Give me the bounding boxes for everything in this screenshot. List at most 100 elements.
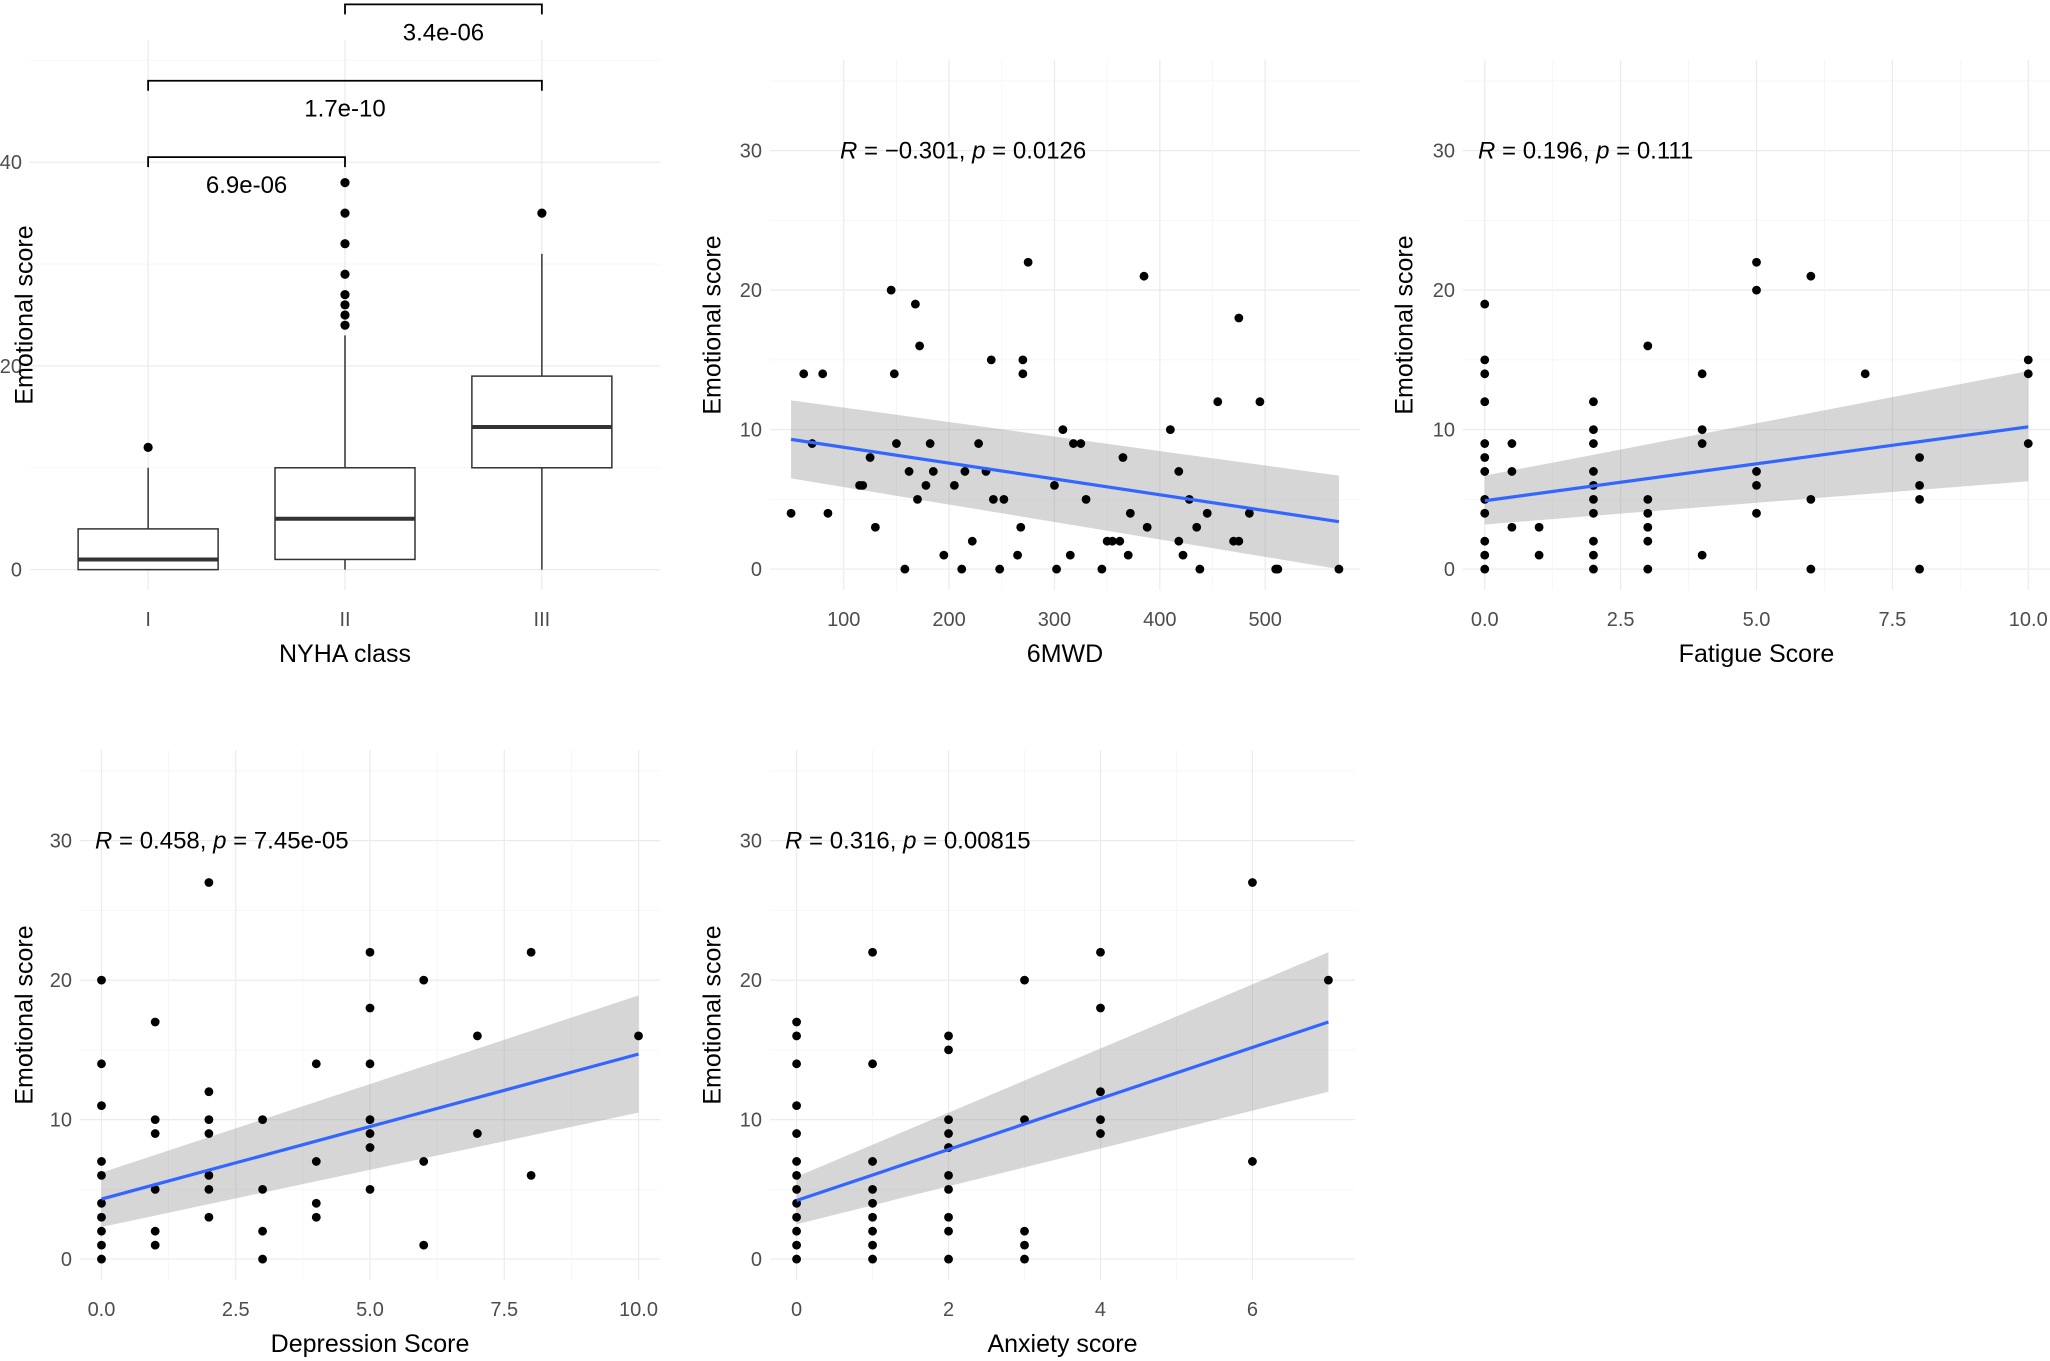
data-point (150, 1017, 160, 1027)
data-point (150, 1115, 160, 1125)
data-point (868, 1226, 877, 1236)
x-tick-label: 100 (827, 609, 860, 631)
data-point (960, 467, 970, 476)
data-point (204, 1184, 214, 1194)
data-point (868, 1157, 877, 1166)
y-tick-label: 30 (740, 141, 762, 163)
data-point (1915, 480, 1924, 490)
data-point (365, 1059, 375, 1069)
annotation-r-symbol: R (840, 138, 857, 165)
data-point (1234, 313, 1244, 323)
data-point (792, 1170, 801, 1180)
data-point (1480, 536, 1490, 546)
data-point (1480, 397, 1490, 407)
data-point (1023, 257, 1033, 267)
data-point (365, 1129, 375, 1138)
y-tick-label: 40 (0, 152, 22, 174)
data-point (944, 1115, 953, 1125)
data-point (868, 1240, 877, 1250)
outlier-point (340, 300, 350, 310)
data-point (1096, 1003, 1105, 1013)
y-tick-label: 10 (740, 420, 762, 442)
annotation-equals: = (985, 138, 1012, 165)
x-tick-label: 0.0 (1471, 609, 1499, 631)
data-point (904, 467, 914, 476)
data-point (792, 1129, 801, 1138)
data-point (1178, 550, 1188, 560)
panel-anxiety: 0 10 20 30 0 2 4 6 Anxiety score Emotional score R… (699, 750, 1355, 1358)
annotation-equals: = (1495, 138, 1522, 165)
data-point (1643, 508, 1653, 518)
data-point (1013, 550, 1022, 560)
x-tick-label: III (534, 609, 551, 631)
data-point (150, 1240, 160, 1250)
annotation-equals: = (802, 828, 829, 855)
data-point (1165, 425, 1175, 435)
y-axis-title: Emotional score (11, 225, 39, 404)
data-point (97, 1198, 106, 1208)
data-point (1065, 550, 1075, 560)
data-point (1589, 494, 1598, 504)
data-point (2023, 369, 2033, 379)
points (1480, 257, 2033, 574)
data-point (1096, 1129, 1105, 1138)
data-point (944, 1254, 953, 1264)
data-point (1534, 550, 1544, 560)
data-point (1202, 508, 1212, 518)
outlier-point (537, 208, 547, 218)
data-point (944, 1031, 953, 1041)
data-point (1480, 355, 1490, 365)
annotation-equals: = (226, 828, 253, 855)
y-tick-label: 20 (740, 970, 762, 992)
panel-depression: 0 10 20 30 0.0 2.5 5.0 7.5 10.0 Depression Score E… (11, 750, 660, 1358)
data-point (365, 1184, 375, 1194)
annotation-comma: , (890, 828, 903, 855)
x-tick-label: 2 (943, 1299, 954, 1321)
data-point (1020, 1226, 1029, 1236)
y-tick-label: 20 (50, 970, 72, 992)
data-point (865, 453, 875, 462)
data-point (1589, 536, 1598, 546)
data-point (1096, 1087, 1105, 1097)
x-tick-label: I (145, 609, 151, 631)
y-tick-label: 0 (61, 1249, 72, 1271)
annotation-p-value: 0.111 (1637, 138, 1694, 165)
data-point (944, 1129, 953, 1138)
data-point (1273, 564, 1283, 574)
data-point (311, 1059, 321, 1069)
x-tick-label: 4 (1095, 1299, 1106, 1321)
annotation-equals: = (1609, 138, 1636, 165)
y-tick-label: 30 (1433, 141, 1455, 163)
data-point (1589, 397, 1598, 407)
data-point (1752, 285, 1761, 295)
x-tick-label: 0.0 (88, 1299, 116, 1321)
annotation-equals: = (857, 138, 884, 165)
x-tick-label: 7.5 (490, 1299, 518, 1321)
data-point (1752, 257, 1761, 267)
data-point (419, 975, 429, 985)
data-point (1123, 550, 1133, 560)
data-point (204, 1087, 214, 1097)
p-value-label: 1.7e-10 (304, 96, 385, 123)
panel-sixmwd: 0 10 20 30 100 200 300 400 500 6MWD Emotional scor… (699, 60, 1360, 668)
outlier-point (340, 269, 350, 279)
data-point (365, 1143, 375, 1152)
data-point (792, 1212, 801, 1222)
x-tick-label: 500 (1248, 609, 1281, 631)
data-point (925, 439, 935, 448)
data-point (988, 494, 998, 504)
data-point (97, 1212, 106, 1222)
data-point (1534, 522, 1544, 532)
data-point (792, 1031, 801, 1041)
data-point (204, 1212, 214, 1222)
annotation-comma: , (1583, 138, 1596, 165)
regression-line (796, 1020, 1329, 1203)
data-point (1174, 467, 1184, 476)
x-axis-title: NYHA class (279, 640, 411, 668)
y-tick-label: 20 (1433, 280, 1455, 302)
x-axis-title: Depression Score (271, 1330, 470, 1358)
outlier-point (143, 442, 153, 453)
data-point (97, 1226, 106, 1236)
data-point (419, 1157, 429, 1166)
data-point (889, 369, 899, 379)
